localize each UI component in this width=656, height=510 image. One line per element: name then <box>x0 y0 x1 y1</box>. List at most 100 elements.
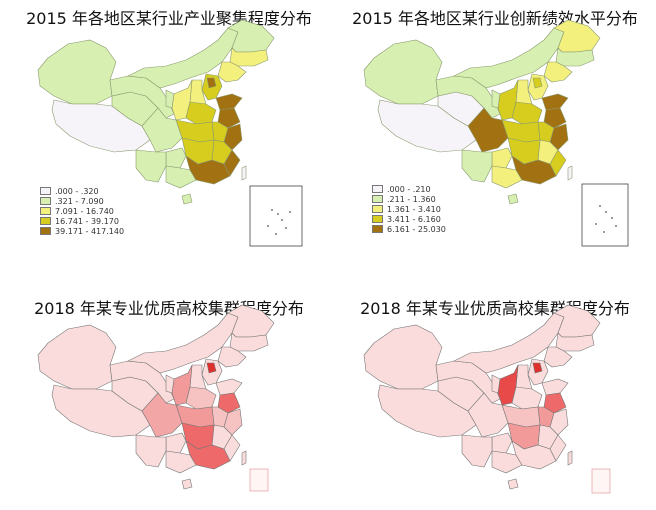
south-china-sea-inset <box>591 468 611 494</box>
legend-swatch <box>40 197 51 205</box>
region-hunan <box>507 137 541 165</box>
region-taiwan <box>241 165 247 181</box>
region-tibet <box>51 384 151 438</box>
region-zhejiang <box>549 123 569 151</box>
region-yunnan <box>461 434 493 468</box>
region-beijing <box>206 362 217 374</box>
region-shandong <box>215 378 243 396</box>
region-ningxia <box>491 89 501 109</box>
region-jiangsu <box>543 392 567 414</box>
legend-label: .321 - 7.090 <box>55 196 104 206</box>
legend-industry-clustering: .000 - .320 .321 - 7.090 7.091 - 16.740 … <box>40 186 124 236</box>
region-xinjiang <box>37 324 117 390</box>
legend-label: .211 - 1.360 <box>387 194 436 204</box>
legend-item: .321 - 7.090 <box>40 196 124 206</box>
region-taiwan <box>241 450 247 466</box>
legend-swatch <box>40 187 51 195</box>
region-shandong <box>541 378 569 396</box>
region-liaoning <box>543 61 573 83</box>
china-map-university-cluster-a <box>37 304 275 492</box>
legend-swatch <box>40 227 51 235</box>
region-jiangsu <box>217 107 241 129</box>
legend-label: 6.161 - 25.030 <box>387 224 446 234</box>
legend-label: 1.361 - 3.410 <box>387 204 441 214</box>
region-liaoning <box>217 346 247 368</box>
legend-swatch <box>372 205 383 213</box>
region-guangdong <box>185 155 231 185</box>
china-map-innovation-performance <box>363 19 629 247</box>
china-map-industry-clustering <box>37 19 303 247</box>
region-guangdong <box>511 155 557 185</box>
region-yunnan <box>135 434 167 468</box>
region-xinjiang <box>363 39 443 105</box>
map-panel-university-cluster-b: 2018 年某专业优质高校集群程度分布 <box>336 255 654 505</box>
region-guangdong <box>511 440 557 470</box>
region-taiwan <box>567 450 573 466</box>
south-china-sea-inset <box>249 185 303 247</box>
legend-item: 16.741 - 39.170 <box>40 216 124 226</box>
legend-item: 6.161 - 25.030 <box>372 224 446 234</box>
region-zhejiang <box>223 123 243 151</box>
region-zhejiang <box>549 408 569 436</box>
legend-item: 39.171 - 417.140 <box>40 226 124 236</box>
region-hainan <box>507 193 519 205</box>
region-yunnan <box>461 149 493 183</box>
region-henan <box>511 386 543 410</box>
region-guizhou <box>165 147 187 169</box>
legend-swatch <box>372 195 383 203</box>
region-shandong <box>541 93 569 111</box>
legend-label: .000 - .210 <box>387 184 431 194</box>
region-beijing <box>532 362 543 374</box>
region-guizhou <box>491 432 513 454</box>
region-hunan <box>181 422 215 450</box>
legend-swatch <box>372 225 383 233</box>
legend-label: 7.091 - 16.740 <box>55 206 114 216</box>
legend-swatch <box>372 185 383 193</box>
map-panel-innovation-performance: 2015 年各地区某行业创新绩效水平分布 <box>336 0 654 250</box>
legend-innovation-performance: .000 - .210 .211 - 1.360 1.361 - 3.410 3… <box>372 184 446 234</box>
region-zhejiang <box>223 408 243 436</box>
map-panel-industry-clustering: 2015 年各地区某行业产业聚集程度分布 <box>10 0 328 250</box>
region-hainan <box>181 193 193 205</box>
region-ningxia <box>165 374 175 394</box>
region-liaoning <box>543 346 573 368</box>
legend-item: 3.411 - 6.160 <box>372 214 446 224</box>
region-shandong <box>215 93 243 111</box>
region-ningxia <box>491 374 501 394</box>
south-china-sea-inset <box>249 468 269 492</box>
region-hunan <box>181 137 215 165</box>
region-xinjiang <box>363 324 443 390</box>
region-tibet <box>377 99 477 153</box>
region-hainan <box>507 478 519 490</box>
legend-label: 16.741 - 39.170 <box>55 216 119 226</box>
region-henan <box>185 101 217 125</box>
region-xinjiang <box>37 39 117 105</box>
region-liaoning <box>217 61 247 83</box>
legend-swatch <box>372 215 383 223</box>
region-yunnan <box>135 149 167 183</box>
legend-label: 39.171 - 417.140 <box>55 226 125 236</box>
region-henan <box>185 386 217 410</box>
map-panel-university-cluster-a: 2018 年某专业优质高校集群程度分布 <box>10 255 328 505</box>
region-taiwan <box>567 165 573 181</box>
region-guizhou <box>165 432 187 454</box>
legend-label: 3.411 - 6.160 <box>387 214 441 224</box>
region-jiangsu <box>543 107 567 129</box>
region-ningxia <box>165 89 175 109</box>
region-guizhou <box>491 147 513 169</box>
region-guangdong <box>185 440 231 470</box>
legend-item: 1.361 - 3.410 <box>372 204 446 214</box>
region-tibet <box>377 384 477 438</box>
legend-label: .000 - .320 <box>55 186 99 196</box>
legend-item: .000 - .210 <box>372 184 446 194</box>
region-beijing <box>532 77 543 89</box>
south-china-sea-inset <box>581 183 629 247</box>
region-jiangsu <box>217 392 241 414</box>
legend-item: .000 - .320 <box>40 186 124 196</box>
legend-item: 7.091 - 16.740 <box>40 206 124 216</box>
region-beijing <box>206 77 217 89</box>
region-tibet <box>51 99 151 153</box>
legend-swatch <box>40 217 51 225</box>
legend-item: .211 - 1.360 <box>372 194 446 204</box>
region-henan <box>511 101 543 125</box>
